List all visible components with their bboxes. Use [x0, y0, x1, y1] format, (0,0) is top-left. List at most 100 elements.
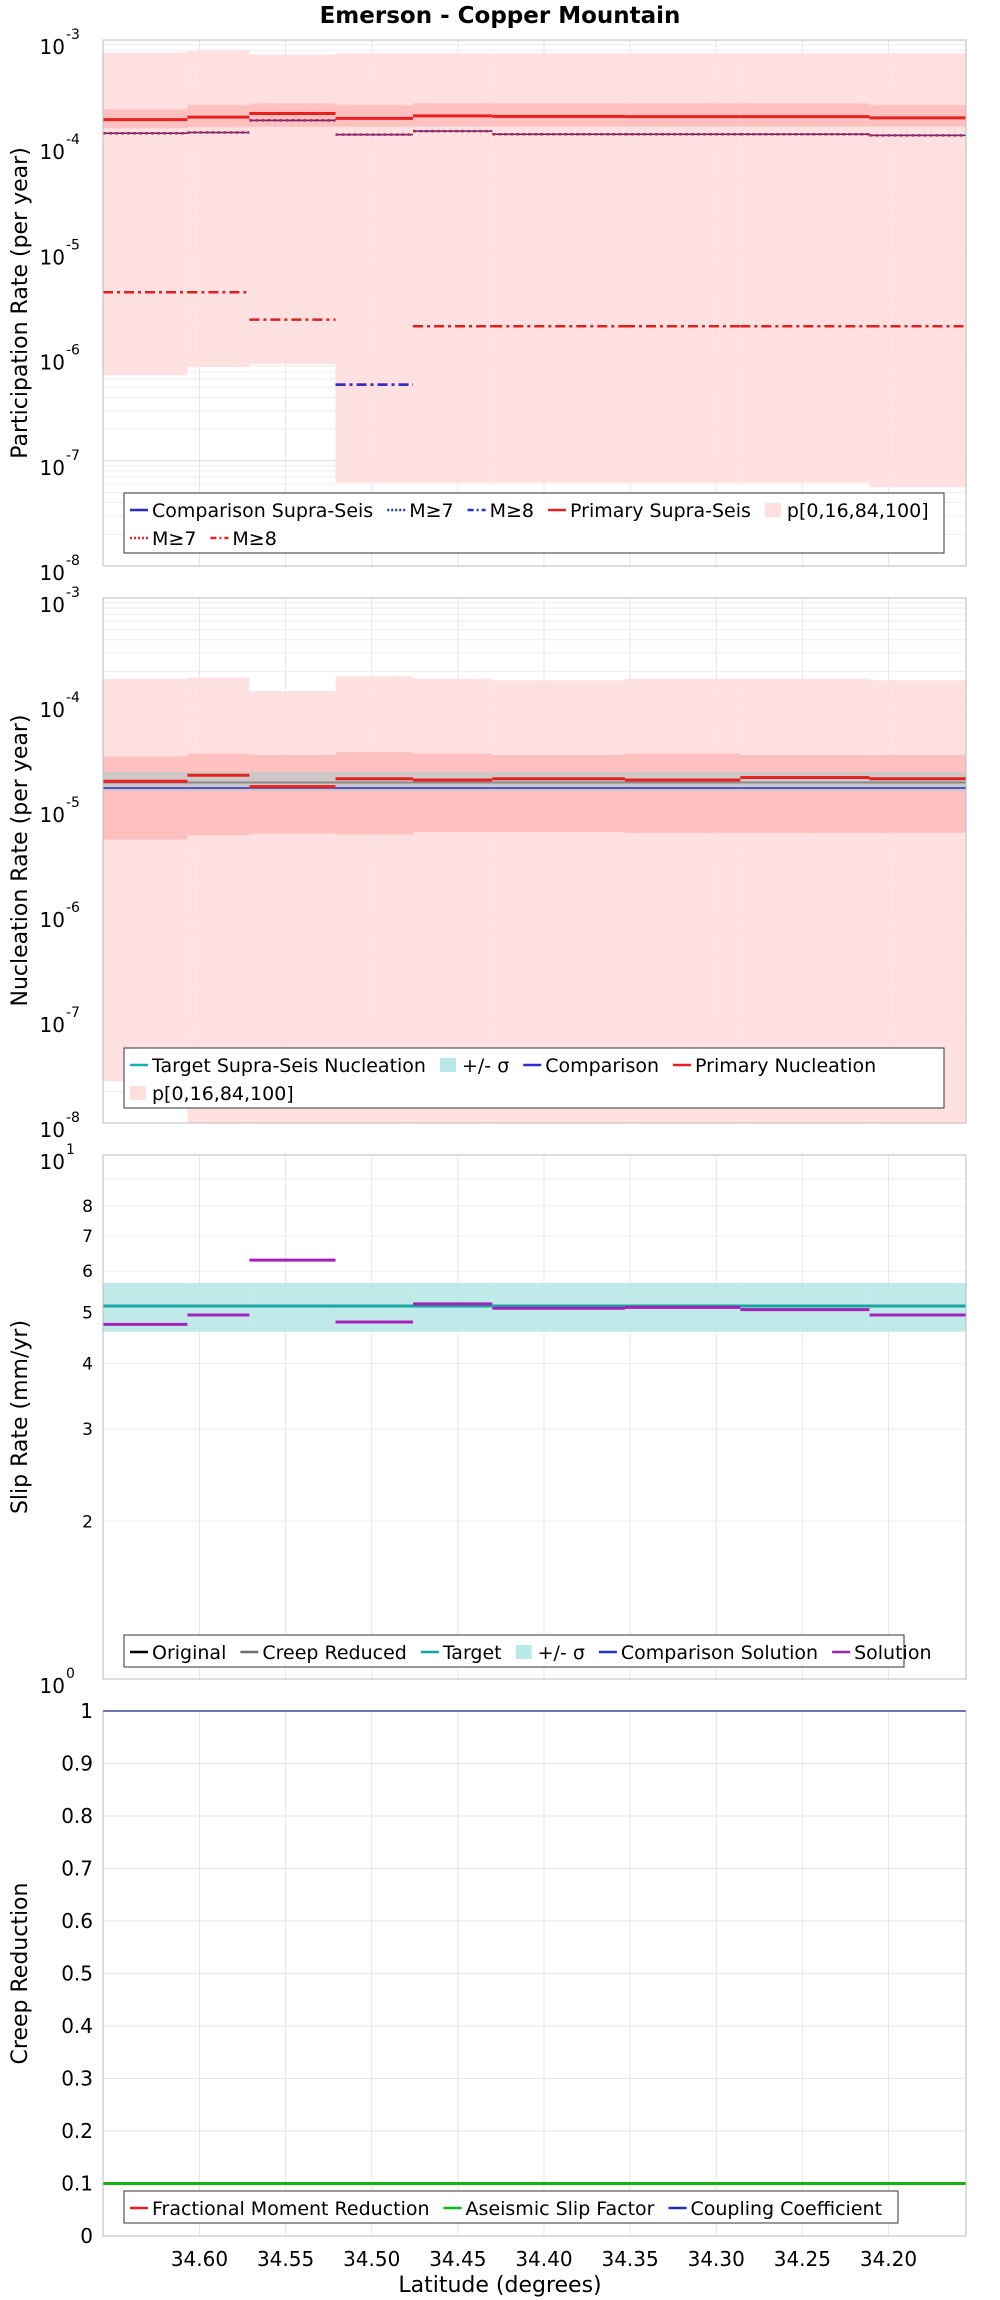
legend-swatch	[130, 1086, 146, 1100]
legend-label: Target Supra-Seis Nucleation	[151, 1055, 426, 1077]
legend-entry: Primary Nucleation	[673, 1055, 876, 1077]
legend-entry: Target Supra-Seis Nucleation	[130, 1055, 426, 1077]
legend-label: Fractional Moment Reduction	[152, 2198, 430, 2220]
legend-label: Primary Supra-Seis	[570, 500, 751, 522]
x-tick-label: 34.45	[429, 2247, 486, 2271]
legend-entry: Comparison Solution	[598, 1642, 818, 1664]
y-tick-label: 7	[82, 1227, 93, 1247]
x-tick-label: 34.60	[171, 2247, 228, 2271]
legend-label: p[0,16,84,100]	[787, 500, 929, 522]
legend-swatch	[764, 503, 781, 517]
legend-label: Solution	[854, 1642, 931, 1664]
y-tick-base: 10	[40, 35, 65, 59]
y-tick-base: 10	[40, 1013, 65, 1037]
band-segment	[335, 752, 414, 835]
y-tick-exponent: -7	[66, 448, 80, 464]
legend-label: Comparison Solution	[621, 1642, 818, 1664]
band-segment	[869, 754, 966, 833]
y-tick-label: 0.9	[61, 1752, 93, 1776]
plot-frame	[102, 39, 967, 567]
legend-entry: p[0,16,84,100]	[130, 1083, 294, 1105]
band-segment	[249, 754, 336, 834]
x-tick-label: 34.20	[860, 2247, 917, 2271]
y-tick-label: 10 -8	[40, 553, 80, 585]
y-tick-exponent: -4	[66, 690, 80, 706]
y-tick-label: 6	[82, 1262, 93, 1282]
legend-swatch	[439, 1058, 456, 1072]
legend-entry: +/- σ	[439, 1055, 509, 1077]
y-tick-base: 10	[40, 1118, 65, 1142]
legend-label: Creep Reduced	[262, 1642, 406, 1664]
band-segment	[740, 754, 870, 833]
band	[103, 752, 966, 840]
legend-label: M≥7	[152, 528, 196, 550]
series	[103, 119, 966, 137]
legend-label: Coupling Coefficient	[690, 2198, 882, 2220]
legend-entry: Coupling Coefficient	[668, 2198, 882, 2220]
band-segment	[492, 754, 625, 833]
y-axis-label: Slip Rate (mm/yr)	[8, 1320, 33, 1514]
legend-label: Aseismic Slip Factor	[466, 2198, 655, 2220]
plot-frame	[102, 597, 967, 1124]
x-tick-label: 34.55	[257, 2247, 314, 2271]
legend: Fractional Moment Reduction Aseismic Slip…	[123, 2190, 899, 2224]
legend-entry: Primary Supra-Seis	[548, 500, 751, 522]
legend-label: M≥8	[232, 528, 276, 550]
legend-label: +/- σ	[538, 1642, 585, 1664]
y-tick-base: 10	[40, 140, 65, 164]
y-tick-label: 10 -6	[40, 343, 81, 375]
band-segment	[103, 678, 188, 1082]
panel-creep: 0 0.1 0.2 0.3 0.4 0.5 0.6 0.7 0.8 0.9 1 Creep Reduc…	[8, 1699, 967, 2271]
band-segment	[249, 54, 336, 365]
plot-area	[103, 1155, 966, 1679]
legend-entry: Fractional Moment Reduction	[130, 2198, 430, 2220]
legend: Comparison Supra-Seis M≥7 M≥8 Primary Supra…	[123, 492, 945, 554]
y-tick-label: 0.7	[61, 1857, 93, 1881]
band-segment	[187, 753, 250, 836]
legend-box	[123, 1047, 945, 1109]
legend-entry: Comparison	[523, 1055, 659, 1077]
legend-swatch	[515, 1645, 532, 1659]
y-tick-base: 10	[40, 351, 65, 375]
y-tick-label: 10 -5	[40, 795, 80, 827]
legend-entry: p[0,16,84,100]	[764, 500, 929, 522]
y-tick-label: 10 -7	[40, 448, 80, 480]
legend-entry: M≥7	[130, 528, 196, 550]
y-tick-label: 10 -6	[40, 900, 81, 932]
legend-box	[123, 492, 945, 554]
y-axis-label: Nucleation Rate (per year)	[8, 715, 33, 1007]
band-segment	[869, 105, 966, 127]
y-tick-base: 10	[40, 245, 65, 269]
x-tick-label: 34.40	[515, 2247, 572, 2271]
y-tick-label: 5	[82, 1304, 93, 1324]
band-segment	[413, 753, 493, 833]
y-tick-exponent: -6	[66, 900, 80, 916]
y-tick-exponent: -5	[66, 237, 80, 253]
y-tick-label: 10 -4	[40, 690, 81, 722]
legend-entry: Aseismic Slip Factor	[443, 2198, 655, 2220]
y-tick-label: 0	[80, 2224, 93, 2248]
series	[103, 773, 966, 789]
x-tick-label: 34.50	[343, 2247, 400, 2271]
legend: Target Supra-Seis Nucleation +/- σ Compari…	[123, 1047, 945, 1109]
legend-entry: M≥8	[210, 528, 277, 550]
y-axis-label: Creep Reduction	[8, 1883, 33, 2065]
legend-entry: +/- σ	[515, 1642, 585, 1664]
legend-entry: M≥7	[387, 500, 454, 522]
y-tick-base: 10	[40, 1150, 65, 1174]
band-segment	[103, 756, 188, 840]
y-tick-label: 8	[82, 1197, 93, 1217]
legend-entry: M≥8	[467, 500, 534, 522]
plot-frame	[102, 1710, 967, 2237]
y-tick-label: 4	[82, 1355, 93, 1375]
y-axis-label: Participation Rate (per year)	[8, 147, 33, 459]
series	[103, 1258, 966, 1326]
y-tick-label: 0.5	[61, 1962, 93, 1986]
y-tick-exponent: 1	[66, 1142, 75, 1158]
y-tick-label: 0.8	[61, 1804, 93, 1828]
y-tick-exponent: -4	[66, 132, 80, 148]
y-tick-base: 10	[40, 456, 65, 480]
